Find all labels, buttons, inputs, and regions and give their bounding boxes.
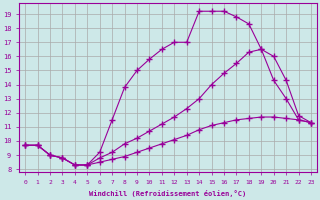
X-axis label: Windchill (Refroidissement éolien,°C): Windchill (Refroidissement éolien,°C) bbox=[90, 190, 247, 197]
